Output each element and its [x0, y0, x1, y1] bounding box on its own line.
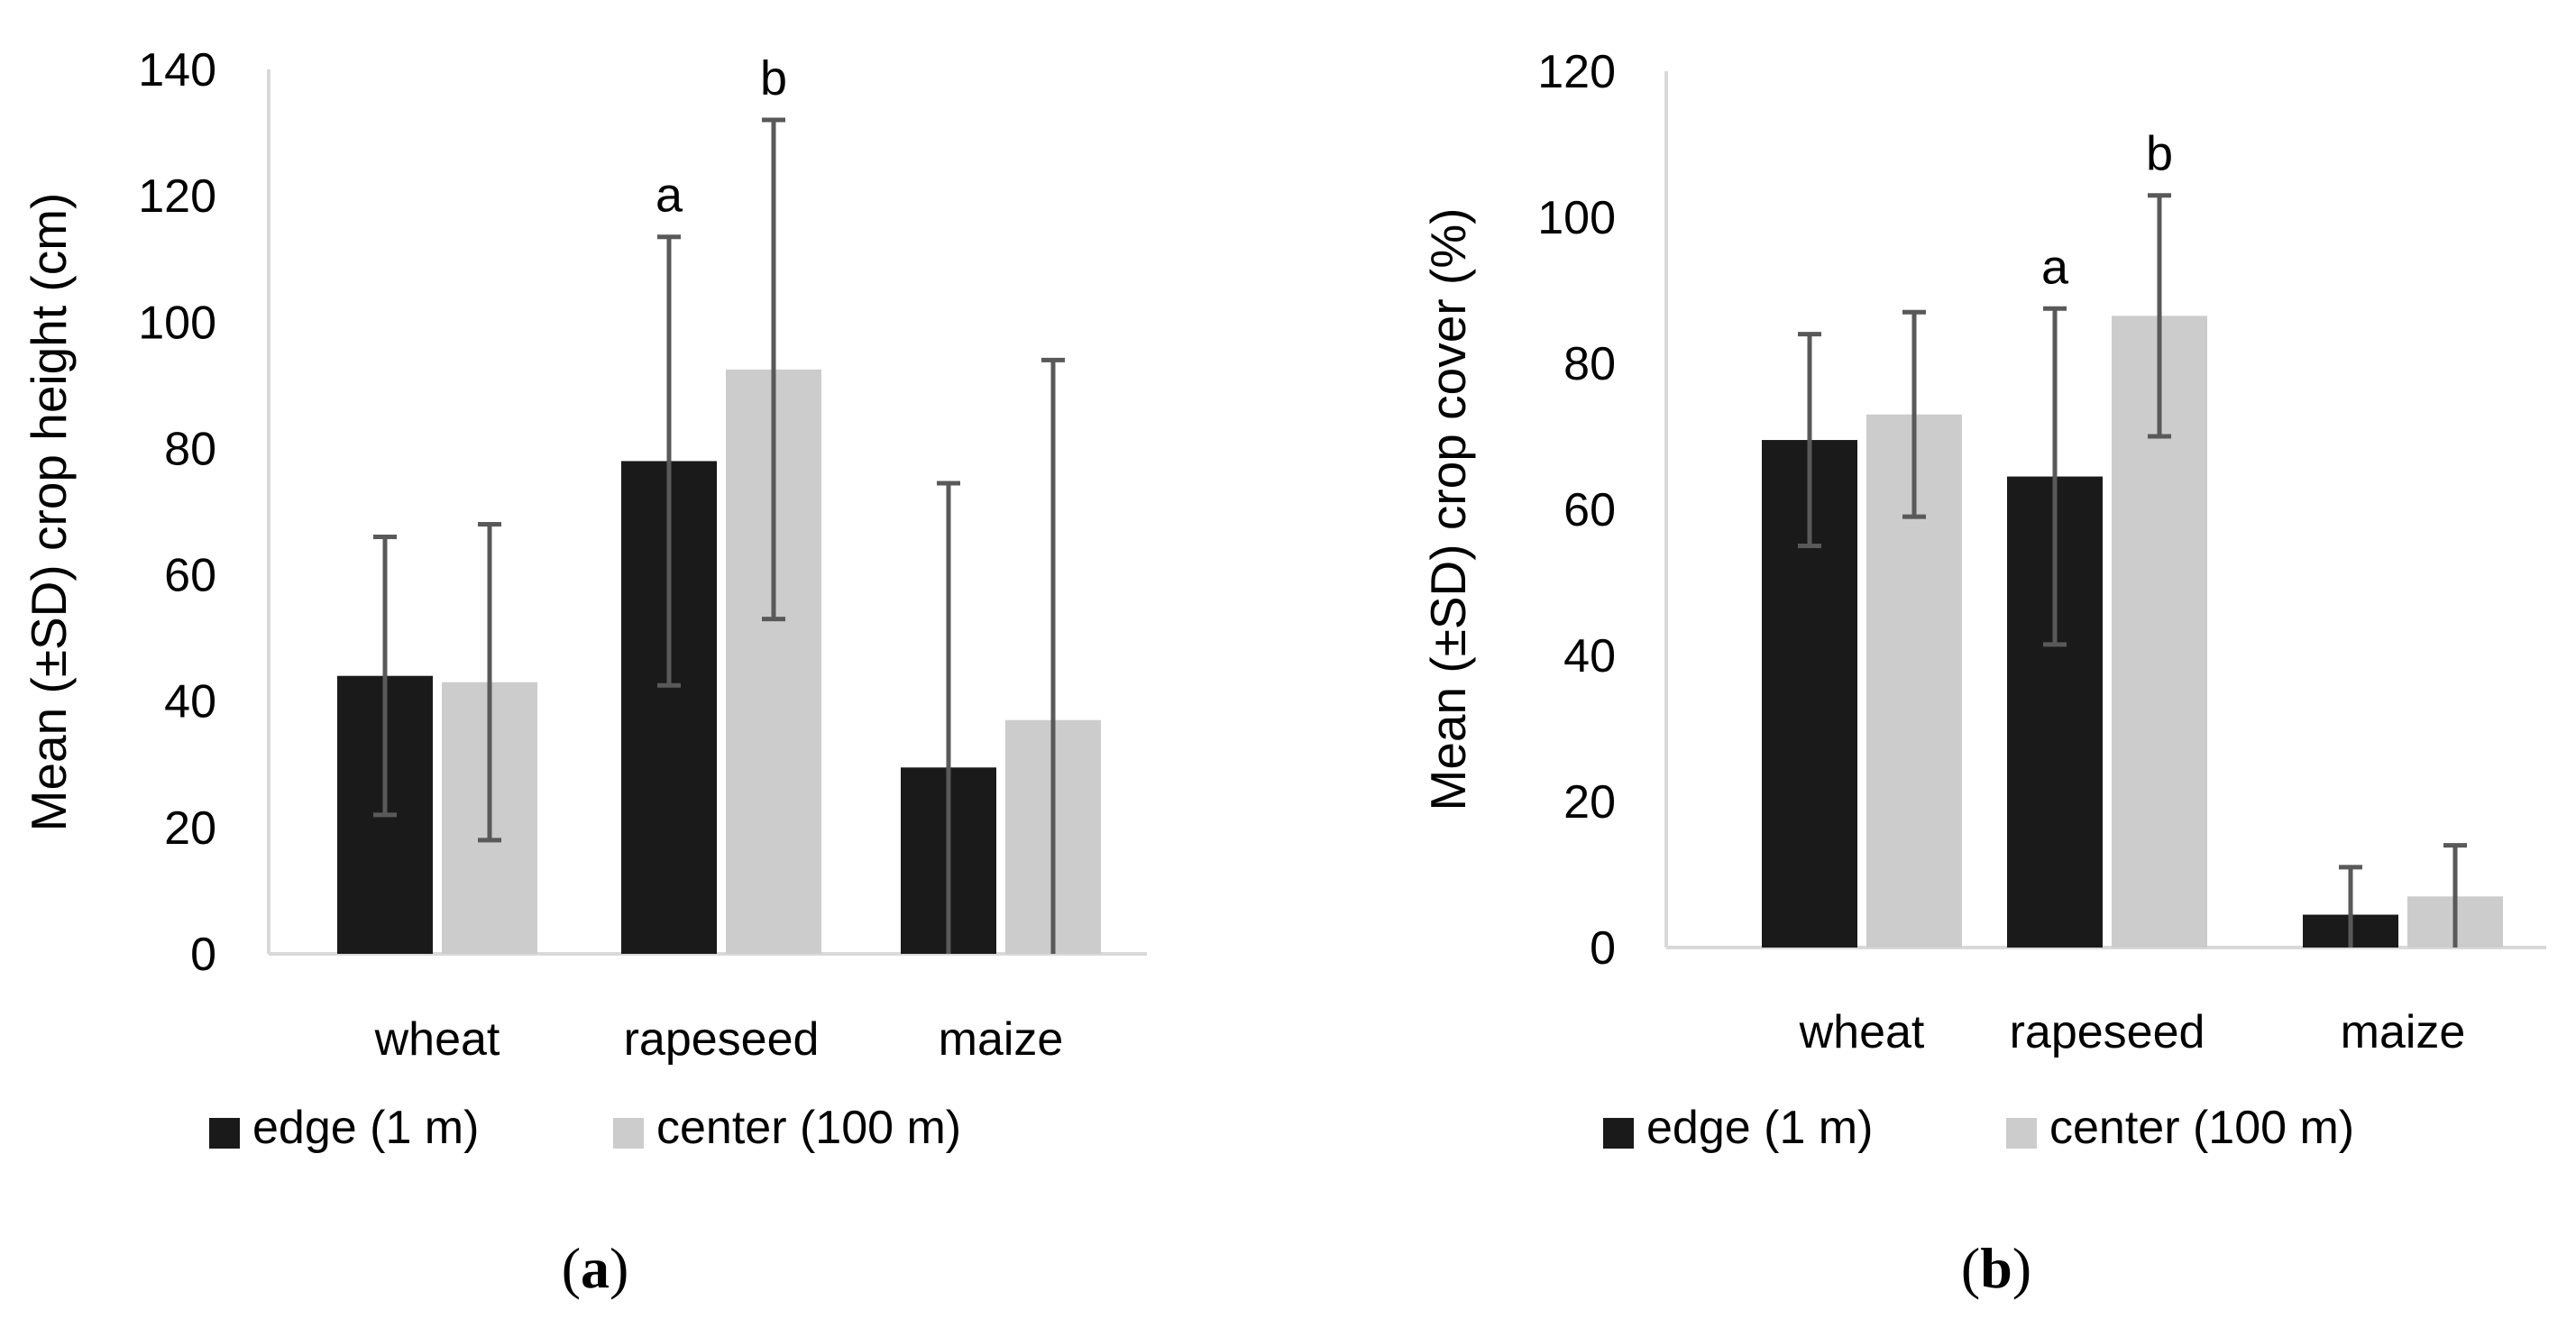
- category-label-wheat: wheat: [1799, 1006, 1925, 1058]
- category-label-maize: maize: [2341, 1006, 2466, 1058]
- panel-label: (a): [562, 1236, 629, 1300]
- y-tick-label: 0: [1590, 922, 1616, 975]
- chart-panel-b: 0 20 40 60 80 100 120 Mean (±SD) crop cover (%)…: [1420, 46, 2546, 1300]
- category-label-wheat: wheat: [374, 1013, 500, 1066]
- y-tick-label: 0: [190, 929, 216, 981]
- significance-label: b: [760, 51, 787, 105]
- significance-label: a: [2041, 240, 2069, 294]
- y-tick-label: 80: [1563, 338, 1616, 390]
- y-tick-label: 120: [138, 170, 216, 223]
- category-label-rapeseed: rapeseed: [2010, 1006, 2205, 1058]
- significance-label: a: [655, 169, 683, 223]
- legend-label-center: center (100 m): [2049, 1102, 2354, 1154]
- legend-swatch-center: [2006, 1118, 2037, 1149]
- y-tick-label: 80: [164, 423, 216, 475]
- significance-label: b: [2146, 127, 2173, 181]
- y-tick-label: 60: [164, 550, 216, 602]
- legend-swatch-center: [613, 1118, 644, 1149]
- y-tick-label: 40: [164, 676, 216, 728]
- y-tick-label: 20: [1563, 776, 1616, 829]
- legend-label-center: center (100 m): [656, 1102, 961, 1154]
- y-tick-label: 60: [1563, 484, 1616, 536]
- panel-letter: a: [581, 1236, 610, 1300]
- y-tick-label: 100: [1537, 192, 1616, 244]
- y-axis-title: Mean (±SD) crop height (cm): [21, 193, 77, 832]
- y-tick-label: 20: [164, 802, 216, 855]
- panel-letter: b: [1980, 1236, 2012, 1300]
- y-tick-label: 100: [138, 297, 216, 349]
- legend-label-edge: edge (1 m): [252, 1102, 479, 1154]
- legend-swatch-edge: [1603, 1118, 1634, 1149]
- y-tick-label: 120: [1537, 46, 1616, 98]
- category-label-rapeseed: rapeseed: [624, 1013, 820, 1066]
- legend-label-edge: edge (1 m): [1646, 1102, 1873, 1154]
- y-axis-title: Mean (±SD) crop cover (%): [1420, 208, 1476, 811]
- legend-swatch-edge: [209, 1118, 240, 1149]
- category-label-maize: maize: [939, 1013, 1064, 1066]
- y-tick-label: 140: [138, 44, 216, 96]
- panel-label: (b): [1961, 1236, 2031, 1300]
- y-tick-label: 40: [1563, 630, 1616, 682]
- chart-panel-a: 0 20 40 60 80 100 120 140 Mean (±SD) crop height…: [21, 44, 1147, 1300]
